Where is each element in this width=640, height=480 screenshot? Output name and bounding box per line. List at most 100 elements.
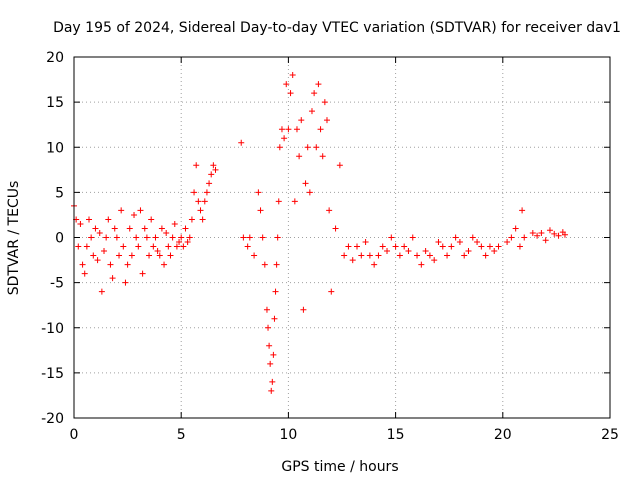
data-point — [285, 126, 292, 133]
data-point — [199, 216, 206, 223]
data-point — [259, 234, 266, 241]
data-point — [293, 126, 300, 133]
axis-ticks: 0 5 10 15 20 25 -20 -15 -10 -5 0 5 10 15 20 — [41, 50, 619, 443]
y-tick-label: 0 — [55, 231, 64, 247]
data-point — [261, 261, 268, 268]
data-point — [302, 180, 309, 187]
data-point — [482, 252, 489, 259]
grid-lines — [74, 57, 610, 418]
data-point — [298, 117, 305, 124]
data-point — [88, 234, 95, 241]
data-point — [321, 99, 328, 106]
data-point — [180, 243, 187, 250]
data-point — [405, 248, 412, 255]
data-point — [469, 234, 476, 241]
data-point — [182, 225, 189, 232]
data-point — [345, 243, 352, 250]
data-point — [268, 387, 275, 394]
data-point — [171, 220, 178, 227]
data-point — [551, 230, 558, 237]
data-point — [439, 243, 446, 250]
data-point — [281, 135, 288, 142]
data-point — [304, 144, 311, 151]
data-point — [486, 243, 493, 250]
data-point — [478, 243, 485, 250]
x-tick-label: 20 — [494, 427, 512, 443]
data-point — [555, 232, 562, 239]
data-point — [306, 189, 313, 196]
y-tick-label: -10 — [41, 321, 64, 337]
data-point — [270, 351, 277, 358]
chart-title: Day 195 of 2024, Sidereal Day-to-day VTE… — [53, 20, 621, 36]
data-point — [336, 162, 343, 169]
data-point — [414, 252, 421, 259]
data-point — [139, 270, 146, 277]
data-point — [538, 229, 545, 236]
data-point — [546, 227, 553, 234]
data-point — [435, 239, 442, 246]
data-point — [278, 126, 285, 133]
data-point — [313, 144, 320, 151]
x-tick-label: 15 — [387, 427, 405, 443]
data-point — [422, 248, 429, 255]
data-point — [317, 126, 324, 133]
y-tick-label: 10 — [46, 140, 64, 156]
data-point — [349, 257, 356, 264]
data-point — [529, 229, 536, 236]
data-point — [354, 243, 361, 250]
data-point — [257, 207, 264, 214]
data-point — [287, 90, 294, 97]
data-point — [251, 252, 258, 259]
data-point — [265, 324, 272, 331]
data-point — [371, 261, 378, 268]
data-point — [79, 261, 86, 268]
data-point — [244, 243, 251, 250]
data-point — [146, 252, 153, 259]
data-point — [77, 220, 84, 227]
x-tick-label: 5 — [177, 427, 186, 443]
data-point — [122, 279, 129, 286]
data-point — [96, 229, 103, 236]
data-point — [141, 225, 148, 232]
data-point — [167, 252, 174, 259]
data-point — [131, 211, 138, 218]
data-point — [173, 243, 180, 250]
data-point — [366, 252, 373, 259]
data-point — [163, 229, 170, 236]
data-point — [94, 257, 101, 264]
data-point — [154, 248, 161, 255]
data-point — [150, 243, 157, 250]
data-point — [521, 234, 528, 241]
data-point — [143, 234, 150, 241]
data-point — [240, 234, 247, 241]
data-point — [195, 198, 202, 205]
data-point — [101, 248, 108, 255]
data-point — [311, 90, 318, 97]
data-point — [308, 108, 315, 115]
data-point — [534, 232, 541, 239]
data-point — [315, 81, 322, 88]
data-point — [188, 216, 195, 223]
data-point — [474, 239, 481, 246]
data-point — [273, 261, 280, 268]
data-point — [461, 252, 468, 259]
data-point — [275, 198, 282, 205]
data-point — [491, 248, 498, 255]
data-point — [126, 225, 133, 232]
data-point — [86, 216, 93, 223]
data-point — [401, 243, 408, 250]
data-point — [276, 144, 283, 151]
data-point — [178, 234, 185, 241]
data-point — [271, 315, 278, 322]
data-point — [426, 252, 433, 259]
data-point — [431, 257, 438, 264]
data-point — [184, 239, 191, 246]
data-point — [332, 225, 339, 232]
data-point — [456, 239, 463, 246]
data-point — [283, 81, 290, 88]
y-axis-label: SDTVAR / TECUs — [6, 181, 22, 296]
data-point — [197, 207, 204, 214]
data-point — [512, 225, 519, 232]
data-point — [169, 234, 176, 241]
